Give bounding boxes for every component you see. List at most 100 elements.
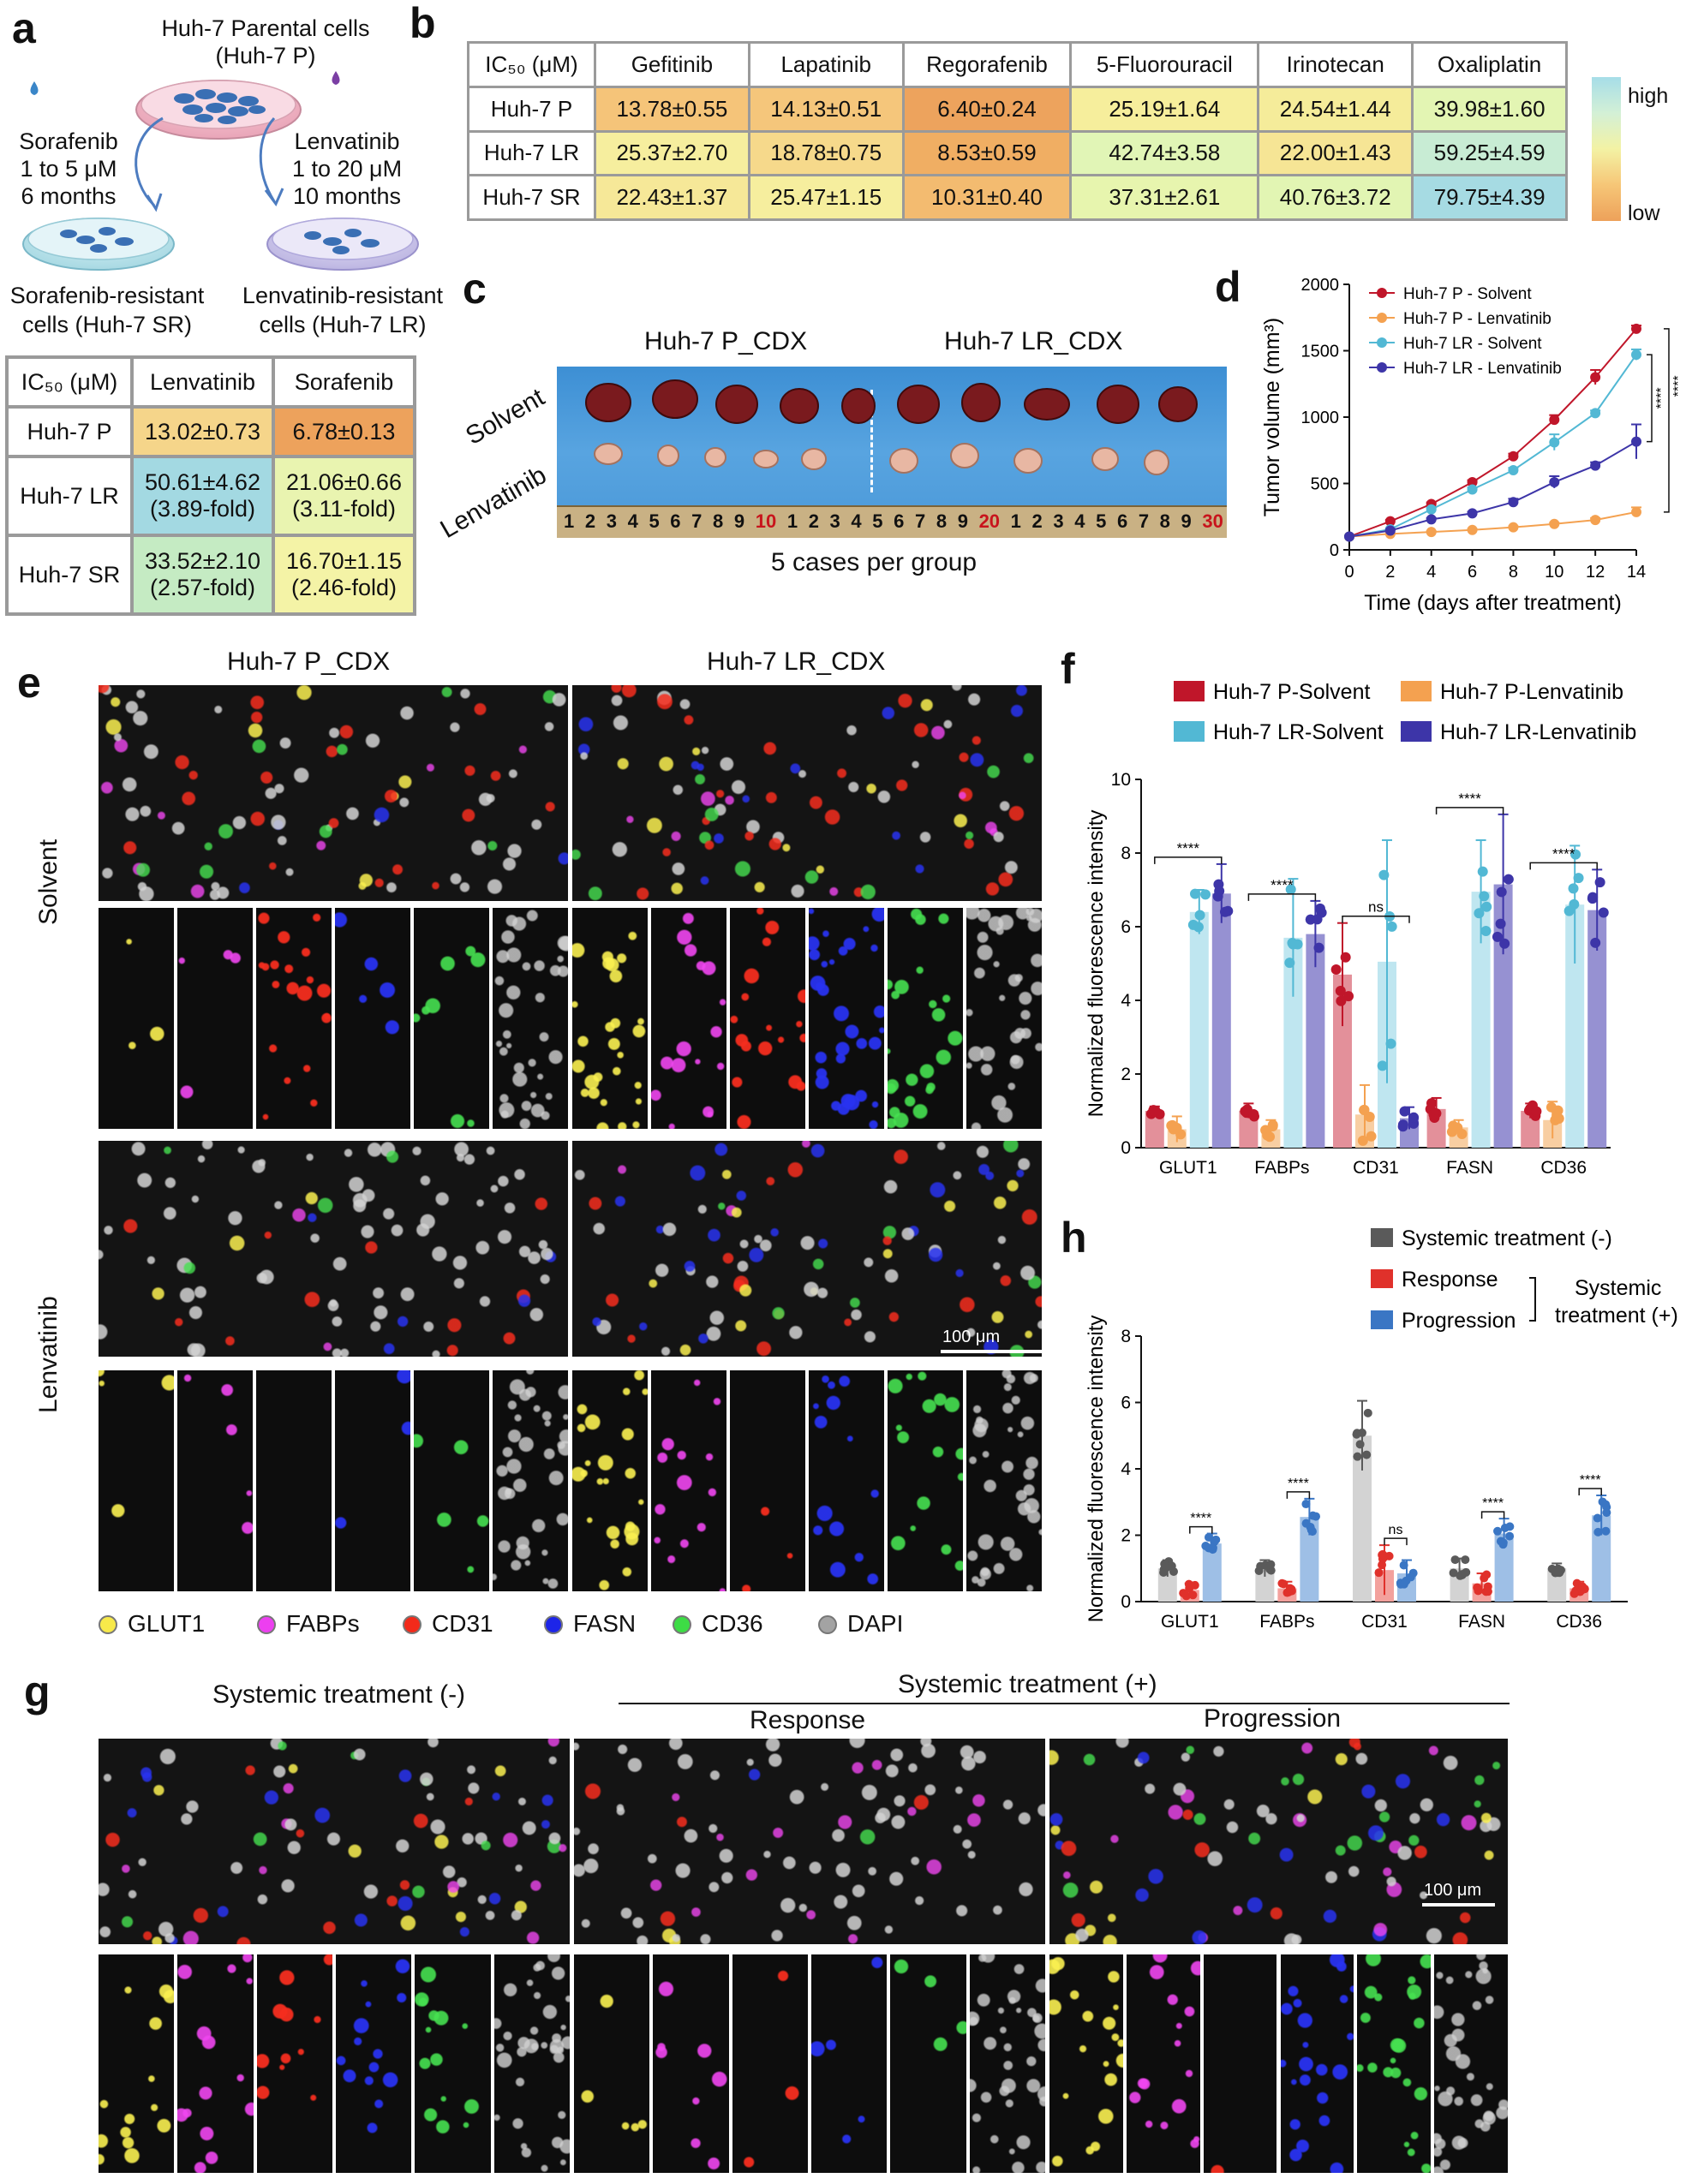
panel-label-f: f bbox=[1061, 645, 1075, 693]
row-label: Huh-7 P bbox=[467, 85, 596, 133]
bar bbox=[1333, 974, 1352, 1148]
photo-divider bbox=[870, 390, 873, 492]
fabps-channel bbox=[1126, 1954, 1200, 2173]
legend-swatch bbox=[1401, 681, 1432, 701]
cd36-channel bbox=[1357, 1954, 1432, 2173]
data-point bbox=[1499, 938, 1510, 949]
x-tick-label: 10 bbox=[1545, 563, 1563, 582]
group-label-lr-cdx: Huh-7 LR_CDX bbox=[944, 327, 1123, 355]
data-point bbox=[1631, 349, 1641, 361]
sig-label: **** bbox=[1270, 877, 1294, 893]
data-point bbox=[1385, 1038, 1396, 1049]
data-point bbox=[1214, 886, 1225, 897]
x-tick-label: FASN bbox=[1458, 1612, 1505, 1627]
data-point bbox=[1148, 1105, 1159, 1116]
ruler-number: 6 bbox=[670, 510, 681, 532]
legend-label: Huh-7 P-Solvent bbox=[1213, 680, 1370, 704]
scale-bar bbox=[941, 1350, 1043, 1353]
data-point bbox=[1285, 1584, 1294, 1593]
data-point bbox=[1573, 873, 1584, 884]
sorafenib-label-1: Sorafenib bbox=[19, 128, 118, 154]
x-tick-label: 14 bbox=[1627, 563, 1646, 582]
data-point bbox=[1312, 914, 1323, 925]
cd31-channel bbox=[732, 1954, 808, 2173]
data-point bbox=[1587, 892, 1599, 903]
table-cell: 21.06±0.66 (3.11-fold) bbox=[272, 455, 416, 537]
fabps-channel bbox=[651, 908, 726, 1129]
table-cell: 37.31±2.61 bbox=[1069, 174, 1260, 221]
legend-label: Progression bbox=[1402, 1309, 1516, 1333]
row-label: Huh-7 LR bbox=[467, 129, 596, 177]
data-point bbox=[1505, 1522, 1515, 1531]
legend-marker bbox=[1377, 313, 1387, 323]
y-tick-label: 8 bbox=[1121, 844, 1131, 863]
y-tick-label: 4 bbox=[1121, 1459, 1131, 1479]
bar bbox=[1255, 1568, 1275, 1602]
data-point bbox=[1549, 518, 1560, 529]
y-axis-label: Tumor volume (mm³) bbox=[1260, 318, 1284, 516]
cd36-channel bbox=[414, 908, 489, 1129]
data-point bbox=[1364, 1112, 1375, 1123]
dapi-channel bbox=[966, 908, 1042, 1129]
title-treatment-negative: Systemic treatment (-) bbox=[212, 1680, 466, 1709]
table-cell: 22.00±1.43 bbox=[1257, 129, 1414, 177]
fabps-channel bbox=[177, 908, 253, 1129]
data-point bbox=[1353, 1452, 1362, 1461]
table-cell: 59.25±4.59 bbox=[1411, 129, 1568, 177]
sig-bracket bbox=[1664, 328, 1670, 513]
data-point bbox=[1481, 901, 1492, 912]
petri-dish-illustration bbox=[22, 71, 419, 271]
data-point bbox=[1220, 906, 1231, 917]
cd31-channel bbox=[730, 1370, 805, 1591]
data-point bbox=[1340, 952, 1351, 963]
data-point bbox=[1190, 888, 1201, 899]
dapi-channel bbox=[493, 1954, 570, 2173]
data-point bbox=[1508, 465, 1519, 475]
ruler-number: 20 bbox=[978, 510, 1001, 532]
row-label-solvent: Solvent bbox=[34, 838, 63, 925]
ruler-number: 5 bbox=[872, 510, 883, 532]
data-point bbox=[1493, 1526, 1503, 1536]
ruler-number: 4 bbox=[627, 510, 638, 532]
legend-swatch bbox=[1174, 721, 1205, 742]
col-label-p-cdx: Huh-7 P_CDX bbox=[227, 647, 391, 676]
fabps-channel bbox=[177, 1954, 254, 2173]
bar bbox=[1306, 934, 1325, 1148]
ruler-numbers: 1 2 3 4 5 6 7 8 9 10 1 2 3 4 5 6 7 8 9 20 1 2 3 4 5 6 7 8 9 30 bbox=[564, 510, 1223, 533]
data-point bbox=[1461, 1555, 1470, 1565]
row-label: Huh-7 SR bbox=[5, 534, 134, 616]
cd31-channel bbox=[256, 1370, 332, 1591]
y-tick-label: 1500 bbox=[1301, 343, 1340, 361]
table-header: Oxaliplatin bbox=[1411, 41, 1568, 88]
ruler: 1 2 3 4 5 6 7 8 9 10 1 2 3 4 5 6 7 8 9 20 1 2 3 4 5 6 7 8 9 30 bbox=[557, 505, 1227, 538]
legend-label: Huh-7 P-Lenvatinib bbox=[1440, 680, 1623, 704]
scale-bar bbox=[1422, 1903, 1495, 1907]
scale-bar-label: 100 μm bbox=[942, 1328, 1001, 1346]
data-point bbox=[1378, 869, 1390, 880]
x-tick-label: GLUT1 bbox=[1159, 1158, 1217, 1178]
data-point bbox=[1381, 1552, 1390, 1561]
legend-marker bbox=[1377, 337, 1387, 348]
data-point bbox=[1456, 1128, 1468, 1139]
glut1-channel bbox=[99, 1370, 174, 1591]
data-point bbox=[1426, 514, 1437, 525]
tumor-volume-chart: 0 500 1000 1500 2000 0 2 4 6 8 10 12 14 Time (days af… bbox=[1260, 276, 1679, 615]
fasn-channel bbox=[1280, 1954, 1354, 2173]
legend-label: CD31 bbox=[432, 1610, 493, 1637]
data-point bbox=[1549, 437, 1560, 448]
bar bbox=[1211, 893, 1231, 1148]
sig-bracket bbox=[1247, 893, 1317, 901]
y-tick-label: 1000 bbox=[1301, 409, 1340, 427]
scale-bar-label: 100 μm bbox=[1424, 1881, 1482, 1900]
x-tick-label: FABPs bbox=[1259, 1612, 1314, 1627]
data-point bbox=[1188, 1590, 1198, 1600]
data-point bbox=[1308, 1511, 1318, 1520]
lenvatinib-label-3: 10 months bbox=[292, 183, 402, 209]
data-point bbox=[1467, 508, 1478, 519]
fasn-channel bbox=[811, 1954, 888, 2173]
fasn-channel bbox=[335, 1370, 410, 1591]
data-point bbox=[1355, 1440, 1365, 1449]
bar bbox=[1587, 910, 1607, 1148]
data-point bbox=[1549, 476, 1560, 487]
table-header: Sorafenib bbox=[272, 355, 416, 409]
